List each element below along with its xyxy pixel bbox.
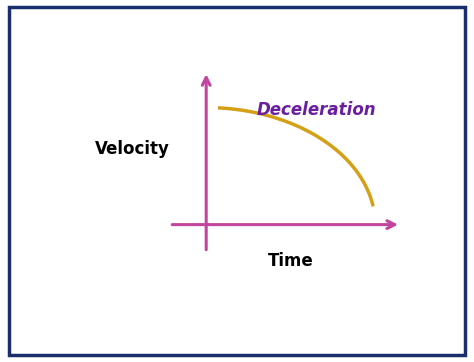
Text: Deceleration: Deceleration (256, 101, 376, 119)
Text: Time: Time (268, 252, 314, 270)
Text: Velocity: Velocity (95, 140, 170, 158)
